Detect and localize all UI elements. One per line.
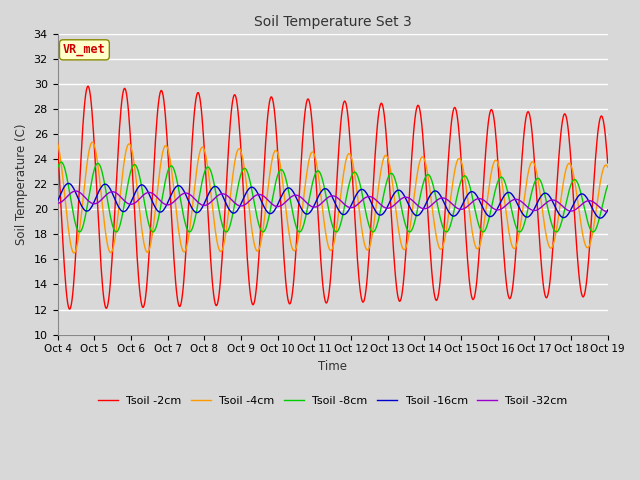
Tsoil -16cm bbox=[63, 181, 71, 187]
Line: Tsoil -2cm: Tsoil -2cm bbox=[58, 86, 608, 309]
Tsoil -4cm bbox=[122, 150, 129, 156]
Tsoil -2cm bbox=[604, 160, 612, 166]
Tsoil -32cm bbox=[63, 193, 71, 199]
Tsoil -32cm bbox=[72, 188, 80, 194]
Tsoil -2cm bbox=[84, 84, 92, 89]
Tsoil -8cm bbox=[54, 166, 61, 171]
Line: Tsoil -16cm: Tsoil -16cm bbox=[58, 183, 608, 218]
Line: Tsoil -8cm: Tsoil -8cm bbox=[58, 162, 608, 232]
Tsoil -16cm bbox=[177, 184, 184, 190]
Tsoil -8cm bbox=[417, 193, 424, 199]
Tsoil -16cm bbox=[54, 198, 61, 204]
Tsoil -8cm bbox=[206, 166, 214, 172]
Tsoil -8cm bbox=[400, 217, 408, 223]
Tsoil -2cm bbox=[122, 87, 129, 93]
Tsoil -8cm bbox=[65, 182, 72, 188]
Tsoil -32cm bbox=[400, 194, 408, 200]
Tsoil -16cm bbox=[596, 215, 604, 221]
Tsoil -8cm bbox=[604, 183, 612, 189]
Tsoil -16cm bbox=[65, 180, 72, 186]
Tsoil -2cm bbox=[178, 299, 186, 304]
Tsoil -8cm bbox=[121, 198, 129, 204]
Tsoil -2cm bbox=[54, 140, 61, 145]
Line: Tsoil -32cm: Tsoil -32cm bbox=[58, 191, 608, 212]
Y-axis label: Soil Temperature (C): Soil Temperature (C) bbox=[15, 124, 28, 245]
Tsoil -4cm bbox=[54, 141, 61, 146]
Tsoil -32cm bbox=[54, 200, 61, 206]
Tsoil -4cm bbox=[89, 139, 97, 145]
Tsoil -2cm bbox=[207, 255, 214, 261]
Tsoil -2cm bbox=[401, 262, 409, 268]
Legend: Tsoil -2cm, Tsoil -4cm, Tsoil -8cm, Tsoil -16cm, Tsoil -32cm: Tsoil -2cm, Tsoil -4cm, Tsoil -8cm, Tsoi… bbox=[93, 391, 572, 410]
Tsoil -8cm bbox=[58, 159, 65, 165]
Tsoil -16cm bbox=[604, 207, 612, 213]
Tsoil -4cm bbox=[70, 250, 78, 256]
Line: Tsoil -4cm: Tsoil -4cm bbox=[58, 142, 608, 253]
Tsoil -16cm bbox=[206, 189, 214, 194]
X-axis label: Time: Time bbox=[318, 360, 347, 373]
Tsoil -32cm bbox=[417, 204, 424, 210]
Tsoil -4cm bbox=[604, 164, 612, 170]
Tsoil -8cm bbox=[479, 229, 487, 235]
Tsoil -2cm bbox=[66, 306, 74, 312]
Tsoil -32cm bbox=[604, 209, 612, 215]
Tsoil -16cm bbox=[400, 192, 408, 198]
Tsoil -16cm bbox=[121, 208, 129, 214]
Tsoil -32cm bbox=[206, 200, 214, 206]
Tsoil -4cm bbox=[63, 218, 71, 224]
Tsoil -32cm bbox=[177, 192, 184, 198]
Tsoil -2cm bbox=[63, 299, 71, 305]
Tsoil -4cm bbox=[178, 244, 186, 250]
Tsoil -4cm bbox=[417, 156, 425, 161]
Tsoil -8cm bbox=[177, 198, 184, 204]
Title: Soil Temperature Set 3: Soil Temperature Set 3 bbox=[253, 15, 412, 29]
Tsoil -16cm bbox=[417, 211, 424, 216]
Text: VR_met: VR_met bbox=[63, 43, 106, 56]
Tsoil -4cm bbox=[401, 246, 409, 252]
Tsoil -32cm bbox=[121, 198, 129, 204]
Tsoil -4cm bbox=[207, 188, 214, 193]
Tsoil -2cm bbox=[417, 115, 425, 120]
